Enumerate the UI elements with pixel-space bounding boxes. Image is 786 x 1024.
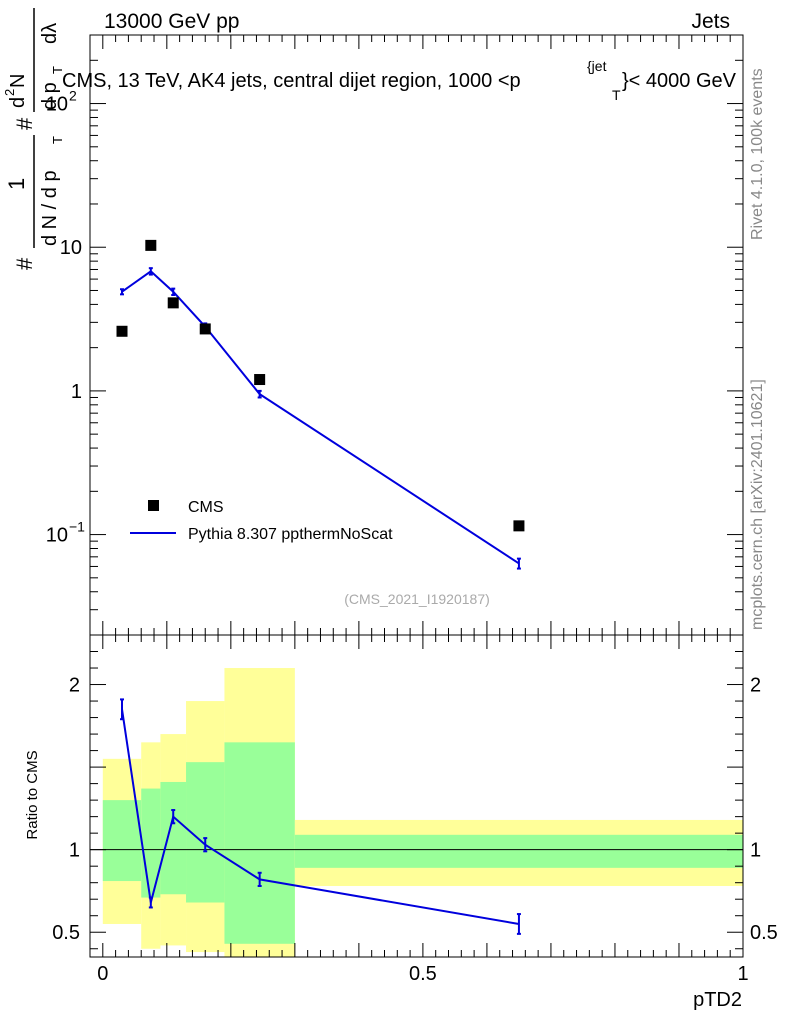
ylabel-hash-2: # <box>12 117 37 130</box>
main-series <box>116 239 525 570</box>
header-right: Jets <box>691 10 730 33</box>
xtick-label-1: 0.5 <box>409 963 437 985</box>
cms-point-0 <box>116 325 128 337</box>
xtick-label-2: 1 <box>737 963 748 985</box>
plot-title: CMS, 13 TeV, AK4 jets, central dijet reg… <box>62 70 521 92</box>
xtick-label-0: 0 <box>97 963 108 985</box>
title-post: }< 4000 GeV <box>622 70 737 92</box>
main-ytick-label-1: 1 <box>71 381 82 403</box>
main-ylabel: # 1 d N / d p T # d 2 N d p T dλ <box>2 8 65 270</box>
main-frame <box>89 34 744 636</box>
ratio-axis-ticks: 0 0.5 10.5 0.51 12 2 <box>52 634 778 985</box>
cms-point-3 <box>199 323 211 335</box>
main-ytick-label-3: 10 <box>46 94 68 116</box>
ratio-band-inner-0 <box>102 800 142 882</box>
cms-point-1 <box>145 239 157 251</box>
ylabel-deriv-den: d p <box>39 82 61 110</box>
ylabel-deriv-num: d <box>7 97 29 108</box>
ratio-ylabel: Ratio to CMS <box>24 750 41 839</box>
header-left: 13000 GeV pp <box>104 10 239 33</box>
ratio-line <box>121 709 520 925</box>
ratio-ytick-label-left-2: 2 <box>69 675 80 697</box>
main-ytick-exp-0: −1 <box>69 519 85 535</box>
title-sub: T <box>612 87 621 103</box>
main-ytick-label-2: 10 <box>60 237 82 259</box>
ratio-band-inner-5 <box>294 834 743 868</box>
rivet-label: Rivet 4.1.0, 100k events <box>749 68 766 240</box>
legend-marker-cms <box>148 500 159 511</box>
ratio-ytick-label-left-0: 0.5 <box>52 922 80 944</box>
title-pre: CMS, 13 TeV, AK4 jets, central dijet reg… <box>62 70 521 92</box>
legend: CMS Pythia 8.307 ppthermNoScat <box>130 499 393 543</box>
ylabel-hash-1: # <box>12 257 37 270</box>
ylabel-num: 1 <box>4 178 29 190</box>
cms-point-5 <box>513 520 525 532</box>
watermark: (CMS_2021_I1920187) <box>344 591 490 607</box>
cms-point-2 <box>167 297 179 309</box>
xlabel: pTD2 <box>693 989 742 1011</box>
ratio-band-inner-1 <box>141 788 161 898</box>
ratio-bands <box>90 668 743 957</box>
ylabel-deriv-den-sub: T <box>50 66 65 74</box>
ratio-ytick-label-right-1: 1 <box>750 840 761 862</box>
ratio-band-inner-4 <box>224 742 295 944</box>
title-sup: {jet <box>587 58 607 74</box>
main-ytick-label-0: 10 <box>46 525 68 547</box>
ratio-ytick-label-right-2: 2 <box>750 675 761 697</box>
ratio-ytick-label-left-1: 1 <box>69 840 80 862</box>
ylabel-deriv-sup: 2 <box>2 89 17 96</box>
ylabel-deriv-tail: dλ <box>39 23 61 44</box>
legend-label-mc: Pythia 8.307 ppthermNoScat <box>188 526 393 543</box>
mcplots-label: mcplots.cern.ch [arXiv:2401.10621] <box>749 379 766 630</box>
mc-line <box>121 270 520 565</box>
ratio-band-inner-2 <box>160 781 187 895</box>
ratio-ytick-label-right-0: 0.5 <box>750 922 778 944</box>
legend-label-cms: CMS <box>188 499 224 516</box>
main-ytick-exp-3: 2 <box>69 88 77 104</box>
ratio-series <box>120 698 521 935</box>
ylabel-deriv-N: N <box>7 74 29 88</box>
ylabel-den-sub: T <box>50 136 65 144</box>
cms-point-4 <box>254 374 266 386</box>
ratio-frame <box>89 634 744 958</box>
ylabel-den: d N / d p <box>39 170 61 246</box>
